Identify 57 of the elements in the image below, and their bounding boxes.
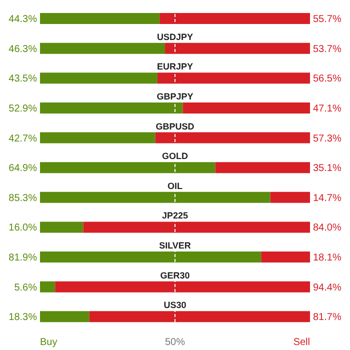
bar (160, 13, 310, 24)
bar (40, 72, 158, 84)
bar (155, 132, 310, 144)
data-label: 94.4% (313, 282, 342, 294)
y-tick-label: USDJPY (156, 32, 194, 42)
data-label: 43.5% (8, 74, 38, 85)
bar (182, 102, 310, 114)
data-label: 18.1% (313, 252, 342, 264)
data-label: 46.3% (8, 44, 38, 55)
data-label: 44.3% (8, 14, 38, 25)
data-label: 56.5% (313, 74, 342, 85)
y-tick-label: US30 (164, 300, 186, 310)
bar (55, 281, 310, 292)
data-label: 14.7% (313, 192, 342, 204)
ref-line-label: 50% (164, 337, 186, 348)
bar (83, 222, 310, 233)
data-label: 81.7% (313, 312, 342, 324)
data-label: 53.7% (313, 44, 342, 55)
bar (40, 192, 270, 203)
bar (40, 42, 166, 54)
data-label: 47.1% (313, 103, 342, 114)
bar (165, 42, 310, 54)
bar (261, 252, 310, 263)
data-label: 57.3% (313, 133, 342, 144)
bar (215, 162, 310, 174)
bar (40, 13, 160, 24)
data-label: 5.6% (14, 282, 38, 294)
y-tick-label: EURJPY (156, 62, 194, 72)
y-tick-label: GER30 (160, 270, 190, 280)
data-label: 18.3% (8, 312, 38, 324)
data-label: 81.9% (8, 252, 38, 264)
bar (40, 162, 216, 174)
bar (40, 252, 262, 263)
data-label: 64.9% (8, 163, 38, 174)
y-tick-label: OIL (168, 180, 183, 191)
text: Sell (293, 337, 310, 348)
y-tick-label: GBPJPY (156, 91, 194, 102)
data-label: 84.0% (313, 222, 342, 234)
text: Buy (40, 337, 58, 348)
data-label: 52.9% (8, 103, 38, 114)
y-tick-label: SILVER (159, 240, 192, 251)
bar (89, 311, 310, 322)
data-label: 42.7% (8, 133, 38, 144)
y-tick-label: GBPUSD (156, 121, 195, 132)
bar (40, 132, 156, 144)
bar (157, 72, 310, 84)
data-label: 16.0% (8, 222, 38, 234)
bar (40, 102, 183, 114)
y-tick-label: GOLD (162, 151, 188, 162)
bar (40, 222, 84, 233)
data-label: 35.1% (313, 163, 342, 174)
data-label: 85.3% (8, 192, 38, 204)
bar (40, 311, 90, 322)
y-tick-label: JP225 (162, 210, 188, 221)
data-label: 55.7% (313, 14, 342, 25)
bar (270, 192, 310, 203)
bar (40, 281, 56, 292)
